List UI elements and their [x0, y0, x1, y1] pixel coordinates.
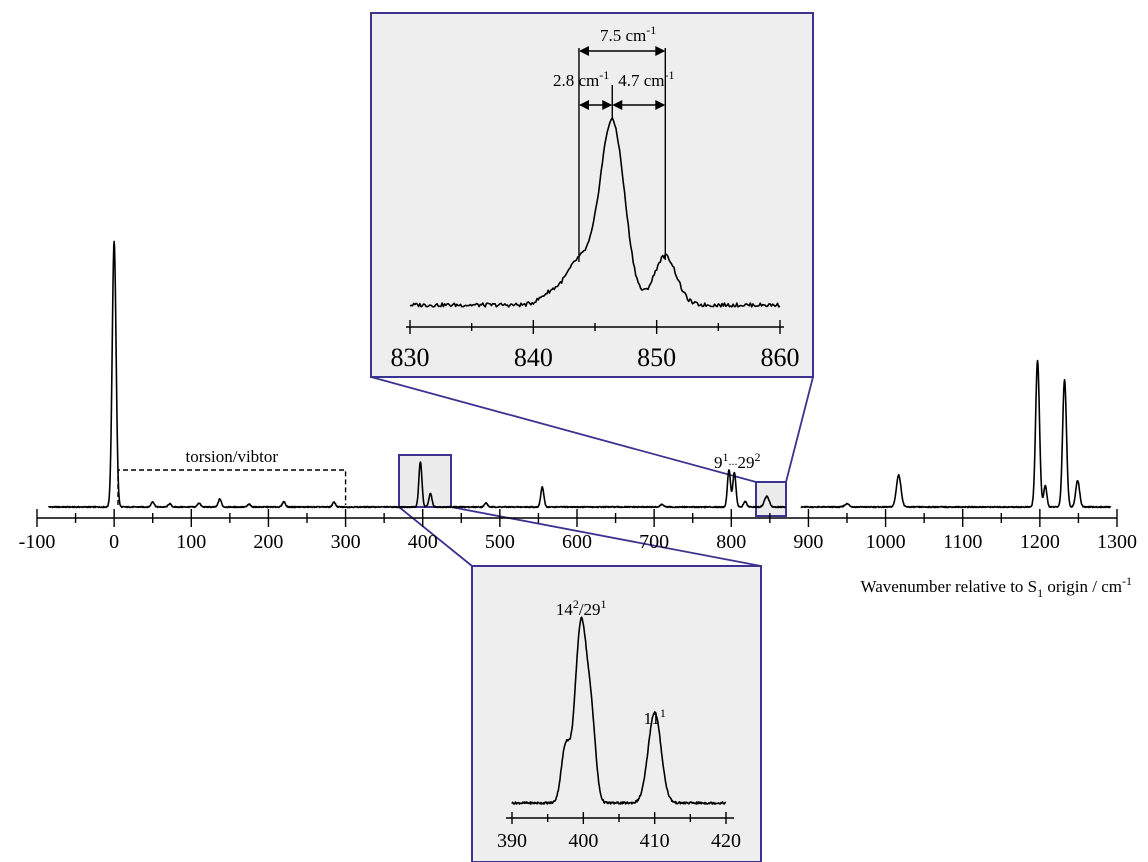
inset-bottom-frame — [471, 565, 762, 862]
connector-bottom-left — [398, 506, 473, 567]
inset-bottom-trace — [511, 616, 727, 805]
zoom-selection-boxes — [398, 454, 787, 517]
peak-label-14-29: 142/291 — [556, 597, 607, 619]
main-x-tick-label: 1300 — [1097, 531, 1137, 553]
spacing-right-arrow — [612, 100, 666, 110]
main-x-ticks — [36, 509, 1118, 527]
connector-top-left — [370, 376, 757, 483]
main-x-tick-label: 1200 — [1020, 531, 1060, 553]
inset-top-x-ticks — [409, 320, 781, 334]
inset-top-peak-markers — [578, 46, 666, 262]
main-x-tick-label: 900 — [793, 531, 823, 553]
main-spectrum-trace-right — [800, 359, 1112, 509]
main-x-tick-label: 1100 — [943, 531, 982, 553]
inset-top-frame — [370, 12, 814, 378]
spacing-left-arrow — [578, 100, 613, 110]
spacing-total-arrow-head-right — [655, 46, 666, 56]
main-x-tick-label: -100 — [19, 531, 56, 553]
inset-top-x-tick-label: 850 — [637, 343, 676, 372]
spacing-total-label: 7.5 cm-1 — [600, 23, 656, 45]
main-x-tick-label: 700 — [639, 531, 669, 553]
main-x-tick-label: 0 — [109, 531, 119, 553]
inset-top-x-tick-label: 830 — [391, 343, 430, 372]
spacing-left-arrow-head-right — [602, 100, 613, 110]
inset-bottom-x-tick-label: 420 — [711, 830, 741, 852]
main-x-axis-label: Wavenumber relative to S1 origin / cm-1 — [861, 574, 1132, 600]
torsion-bracket — [117, 469, 347, 505]
spacing-left-arrow-head-left — [578, 100, 589, 110]
zoom-connectors — [370, 376, 814, 567]
spacing-total-arrow — [578, 46, 666, 56]
spacing-right-label: 4.7 cm-1 — [618, 68, 674, 90]
zoom-region-box-850 — [755, 481, 787, 517]
inset-bottom-390-420: 390 400 410 420 142/291 111 — [471, 565, 762, 862]
peak-label-11: 111 — [643, 706, 665, 728]
main-x-tick-label: 600 — [562, 531, 592, 553]
connector-top-right — [785, 376, 814, 483]
main-spectrum: -100 0 100 200 300 400 500 600 700 800 900 1000 1100… — [19, 240, 1137, 600]
inset-top-x-tick-label: 860 — [761, 343, 800, 372]
inset-bottom-x-ticks — [511, 812, 727, 824]
inset-bottom-x-tick-label: 400 — [568, 830, 598, 852]
spacing-total-arrow-head-left — [578, 46, 589, 56]
inset-top-trace — [409, 117, 781, 308]
zoom-region-box-400 — [398, 454, 452, 508]
spacing-left-label: 2.8 cm-1 — [553, 68, 609, 90]
inset-bottom-x-tick-label: 410 — [640, 830, 670, 852]
main-x-tick-label: 200 — [253, 531, 283, 553]
torsion-label: torsion/vibtor — [186, 447, 279, 466]
inset-top-830-860: 830 840 850 860 7.5 cm-1 2.8 cm-1 4.7 cm-1 — [370, 12, 814, 378]
main-x-tick-label: 300 — [331, 531, 361, 553]
spacing-right-arrow-head-left — [612, 100, 623, 110]
main-spectrum-trace — [47, 240, 786, 509]
main-x-tick-label: 100 — [176, 531, 206, 553]
inset-bottom-x-tick-labels: 390 400 410 420 — [497, 830, 741, 852]
main-x-tick-label: 1000 — [866, 531, 906, 553]
connector-bottom-right — [450, 506, 762, 567]
main-x-tick-labels: -100 0 100 200 300 400 500 600 700 800 900 1000 1100… — [19, 531, 1137, 553]
inset-bottom-x-tick-label: 390 — [497, 830, 527, 852]
main-x-tick-label: 400 — [408, 531, 438, 553]
main-x-tick-label: 500 — [485, 531, 515, 553]
inset-top-x-tick-label: 840 — [514, 343, 553, 372]
inset-top-x-tick-labels: 830 840 850 860 — [391, 343, 800, 372]
main-x-tick-label: 800 — [716, 531, 746, 553]
peak-label-9-29: 91...292 — [714, 450, 761, 472]
spacing-right-arrow-head-right — [655, 100, 666, 110]
